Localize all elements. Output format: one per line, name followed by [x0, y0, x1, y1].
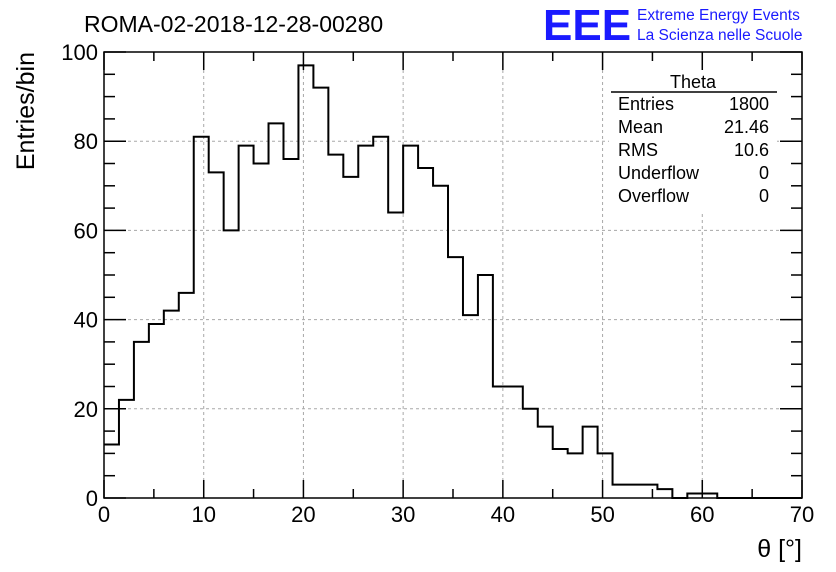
x-tick-label: 20 [291, 502, 315, 527]
stats-row-value: 0 [759, 186, 769, 206]
y-tick-label: 60 [74, 218, 98, 243]
histogram-outline [104, 64, 802, 499]
y-tick-label: 40 [74, 308, 98, 333]
y-tick-label: 80 [74, 129, 98, 154]
stats-row-label: Underflow [618, 163, 700, 183]
eee-logo-letters: EEE [543, 1, 631, 50]
x-tick-label: 0 [98, 502, 110, 527]
stats-row-label: Entries [618, 94, 674, 114]
stats-box: Theta Entries 1800 Mean 21.46 RMS 10.6 Underfl… [609, 70, 777, 212]
y-tick-label: 100 [61, 40, 98, 65]
stats-row-label: Overflow [618, 186, 690, 206]
stats-row-label: RMS [618, 140, 658, 160]
chart-title: ROMA-02-2018-12-28-00280 [84, 11, 383, 37]
x-tick-label: 40 [491, 502, 515, 527]
x-tick-label: 60 [690, 502, 714, 527]
stats-row-value: 1800 [729, 94, 769, 114]
stats-box-title: Theta [670, 72, 717, 92]
tick-labels: 0 10 20 30 40 50 60 70 0 20 40 60 80 100 [61, 40, 814, 527]
stats-row-label: Mean [618, 117, 663, 137]
y-tick-label: 0 [86, 486, 98, 511]
histogram-bars [104, 64, 802, 499]
eee-logo-line2: La Scienza nelle Scuole [637, 27, 802, 44]
stats-row-value: 10.6 [734, 140, 769, 160]
x-tick-label: 30 [391, 502, 415, 527]
eee-logo-line1: Extreme Energy Events [637, 7, 800, 24]
y-axis-label: Entries/bin [12, 52, 40, 170]
y-tick-label: 20 [74, 397, 98, 422]
x-axis-label: θ [°] [757, 535, 802, 563]
stats-rows: Entries 1800 Mean 21.46 RMS 10.6 Underflow 0 Ove… [618, 94, 769, 206]
x-tick-label: 50 [590, 502, 614, 527]
stats-row-value: 21.46 [724, 117, 769, 137]
stats-box-background [609, 70, 777, 212]
stats-row-value: 0 [759, 163, 769, 183]
x-tick-label: 10 [191, 502, 215, 527]
eee-logo: EEE Extreme Energy Events La Scienza nel… [543, 1, 802, 50]
x-tick-label: 70 [790, 502, 814, 527]
axes [103, 51, 803, 499]
